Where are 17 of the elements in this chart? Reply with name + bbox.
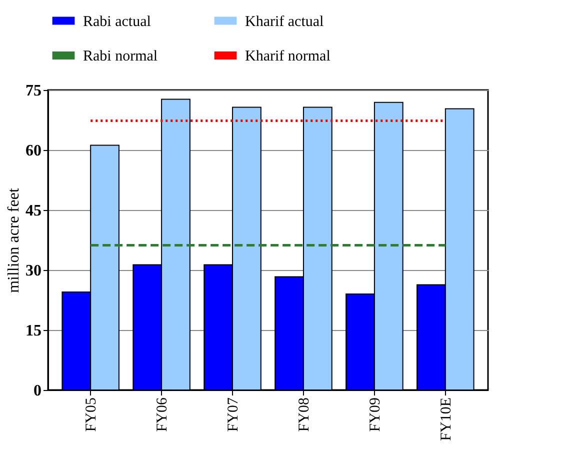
y-tick-label: 30 — [26, 262, 42, 280]
x-tick-label: FY05 — [84, 398, 100, 432]
legend-label: Kharif actual — [245, 14, 324, 30]
y-tick-label: 15 — [26, 322, 42, 340]
legend-label: Rabi actual — [83, 14, 151, 30]
x-tick-label: FY07 — [226, 397, 242, 432]
y-tick-label: 0 — [34, 382, 42, 400]
legend-label: Kharif normal — [245, 48, 330, 64]
legend-label: Rabi normal — [83, 48, 158, 64]
y-tick-label: 45 — [26, 202, 42, 220]
y-tick-label: 75 — [26, 82, 42, 100]
y-tick-label: 60 — [26, 142, 42, 160]
x-tick-label: FY09 — [367, 398, 384, 432]
y-axis-title: million acre feet — [6, 188, 22, 293]
x-tick-label: FY06 — [154, 397, 171, 432]
x-tick-label: FY10E — [438, 398, 454, 441]
x-tick-label: FY08 — [296, 398, 312, 432]
